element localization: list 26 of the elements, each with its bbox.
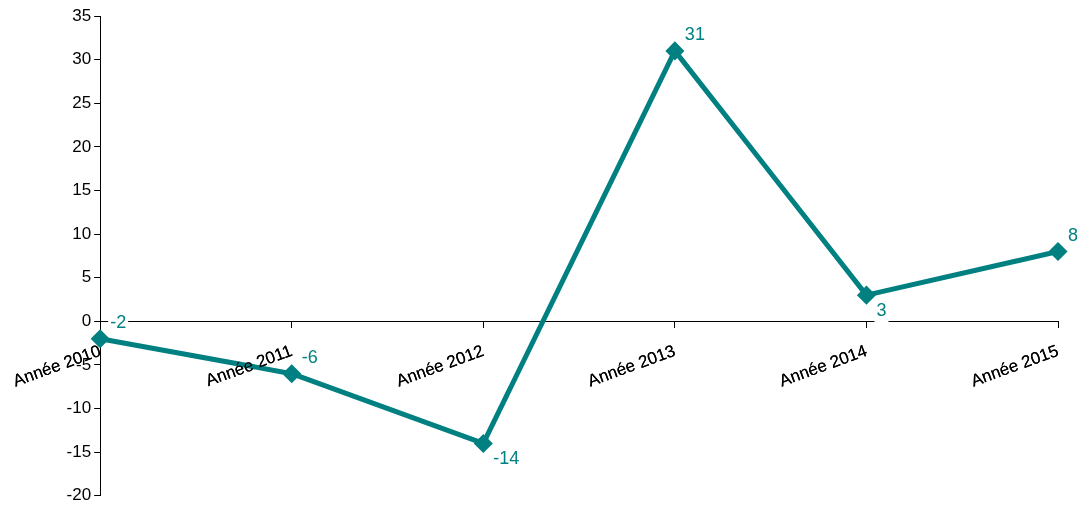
point xyxy=(857,286,875,304)
x-tick-label: Année 2013 xyxy=(585,341,678,391)
x-tick-label: Année 2014 xyxy=(776,341,870,391)
data-label: -6 xyxy=(301,346,318,367)
y-tick-label: 30 xyxy=(72,49,92,69)
y-tick-label: 20 xyxy=(72,136,92,156)
y-tick-label: -20 xyxy=(66,485,92,505)
data-label: -2 xyxy=(110,311,127,332)
y-tick-label: 25 xyxy=(72,92,92,112)
point xyxy=(1049,243,1067,261)
data-label: 8 xyxy=(1068,224,1079,245)
point xyxy=(474,434,492,452)
x-tick-label: Année 2011 xyxy=(203,341,295,391)
y-tick-label: 10 xyxy=(72,223,92,243)
y-tick-label: 15 xyxy=(72,180,92,200)
point xyxy=(666,42,684,60)
x-tick-label: Année 2015 xyxy=(968,341,1061,391)
y-tick-label: 5 xyxy=(81,267,92,287)
x-tick-label: Année 2012 xyxy=(393,341,487,391)
data-label: -14 xyxy=(493,448,520,469)
data-label: 3 xyxy=(876,300,887,321)
y-tick-label: -10 xyxy=(66,398,92,418)
data-label: 31 xyxy=(684,23,705,44)
y-tick-label: -15 xyxy=(66,441,92,461)
y-tick-label: 0 xyxy=(81,311,92,331)
y-tick-label: 35 xyxy=(72,5,92,25)
